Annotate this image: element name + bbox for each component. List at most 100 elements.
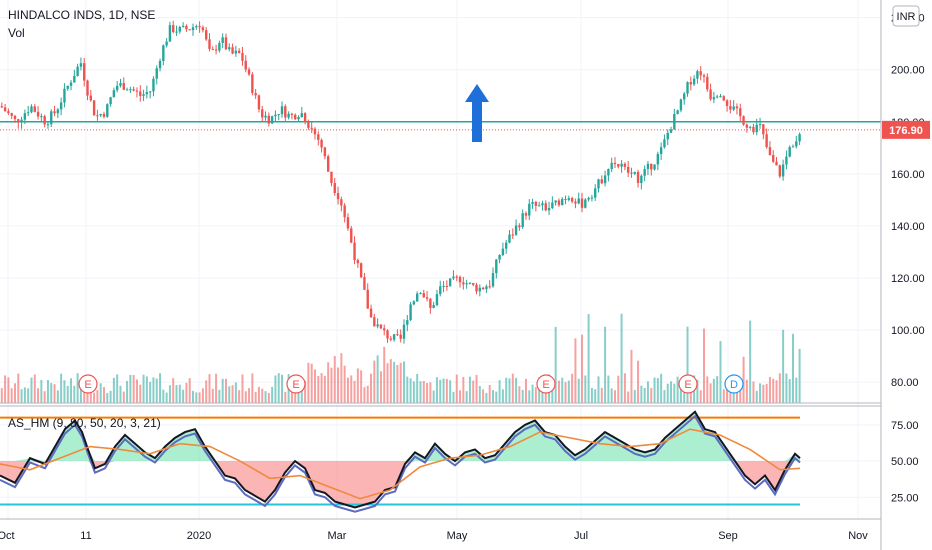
currency-label: INR: [897, 11, 916, 23]
volume-bar: [340, 353, 343, 403]
volume-bar: [785, 373, 788, 403]
event-marker[interactable]: E: [678, 374, 698, 394]
candle-body: [17, 119, 20, 123]
candle-body: [501, 248, 505, 256]
time-axis: Oct 11 2020 Mar May Jul Sep Nov: [0, 530, 868, 542]
candle-body: [659, 147, 663, 154]
candle-body: [580, 198, 584, 208]
event-marker-label: E: [292, 379, 299, 391]
time-tick-label: 2020: [187, 530, 211, 542]
volume-bar: [795, 377, 798, 403]
volume-bar: [320, 373, 323, 403]
last-price-badge: 176.90: [882, 120, 930, 139]
event-marker[interactable]: D: [724, 374, 744, 394]
volume-bar: [455, 374, 458, 403]
volume-bar: [43, 391, 46, 403]
volume-bar: [251, 373, 254, 403]
candle-body: [683, 93, 686, 100]
candle-body: [297, 117, 300, 120]
volume-bar: [221, 378, 224, 403]
candle-body: [376, 324, 379, 327]
volume-bar: [534, 387, 537, 403]
candle-body: [610, 162, 613, 170]
time-tick-label: May: [447, 530, 468, 542]
volume-bar: [706, 376, 709, 403]
candle-body: [521, 213, 524, 228]
volume-bar: [792, 333, 795, 403]
candle-body: [781, 164, 785, 177]
candle-body: [145, 92, 149, 95]
candle-body: [198, 26, 201, 28]
volume-bar: [742, 356, 745, 403]
candle-body: [208, 39, 211, 49]
osc-main-line: [0, 410, 801, 509]
volume-bar: [20, 389, 23, 403]
volume-bar: [37, 388, 40, 403]
volume-bar: [459, 390, 462, 403]
volume-bar: [607, 375, 610, 403]
volume-bar: [356, 368, 359, 403]
candle-body: [33, 106, 36, 112]
candle-body: [617, 164, 620, 167]
candle-body: [778, 165, 782, 177]
volume-bar: [768, 376, 771, 403]
candle-body: [537, 205, 541, 207]
volume-bar: [343, 365, 346, 403]
candle-body: [742, 116, 745, 125]
candle-body: [267, 115, 271, 124]
candle-body: [290, 113, 294, 115]
candle-body: [142, 94, 145, 96]
candle-body: [389, 338, 393, 340]
time-tick-label: Oct: [0, 530, 15, 542]
candle-body: [373, 317, 376, 327]
price-tick-label: 100.00: [891, 325, 925, 337]
event-marker-circle: [78, 374, 98, 394]
candle-body: [168, 25, 172, 42]
candle-body: [564, 198, 567, 200]
candle-body: [755, 124, 758, 133]
volume-bar: [778, 373, 781, 403]
candle-body: [689, 82, 693, 85]
volume-bar: [132, 375, 135, 403]
event-marker[interactable]: E: [536, 374, 556, 394]
volume-bar: [646, 381, 649, 403]
volume-bar: [554, 326, 557, 403]
volume-bar: [726, 382, 729, 403]
volume-bar: [56, 390, 59, 403]
volume-bar: [304, 380, 307, 403]
candle-body: [735, 106, 739, 109]
event-marker[interactable]: E: [286, 374, 306, 394]
volume-bar: [267, 392, 270, 403]
candle-body: [798, 134, 801, 142]
volume-bar: [294, 386, 297, 403]
candle-body: [570, 198, 574, 202]
candle-body: [346, 217, 350, 229]
volume-bar: [383, 346, 386, 403]
grid-lines: [0, 0, 881, 519]
volume-bar: [406, 376, 409, 403]
candle-body: [280, 106, 284, 115]
volume-bar: [145, 376, 148, 403]
volume-bar: [521, 389, 524, 403]
volume-bar: [584, 375, 587, 403]
volume-bar: [561, 377, 564, 403]
volume-bar: [637, 360, 640, 403]
event-marker-circle: [286, 374, 306, 394]
volume-bar: [666, 383, 669, 403]
volume-bar: [7, 377, 10, 403]
volume-bar: [617, 375, 620, 403]
candle-body: [36, 111, 40, 117]
volume-bar: [13, 383, 16, 403]
candle-body: [333, 183, 336, 194]
event-marker[interactable]: E: [78, 374, 98, 394]
volume-bar: [541, 384, 544, 403]
volume-bar: [508, 378, 511, 403]
volume-bar: [752, 381, 755, 403]
candle-body: [336, 193, 340, 200]
volume-bar: [40, 379, 43, 403]
volume-bar: [782, 329, 785, 403]
currency-button[interactable]: INR: [892, 5, 920, 27]
candle-body: [135, 90, 139, 92]
candle-body: [415, 293, 419, 302]
